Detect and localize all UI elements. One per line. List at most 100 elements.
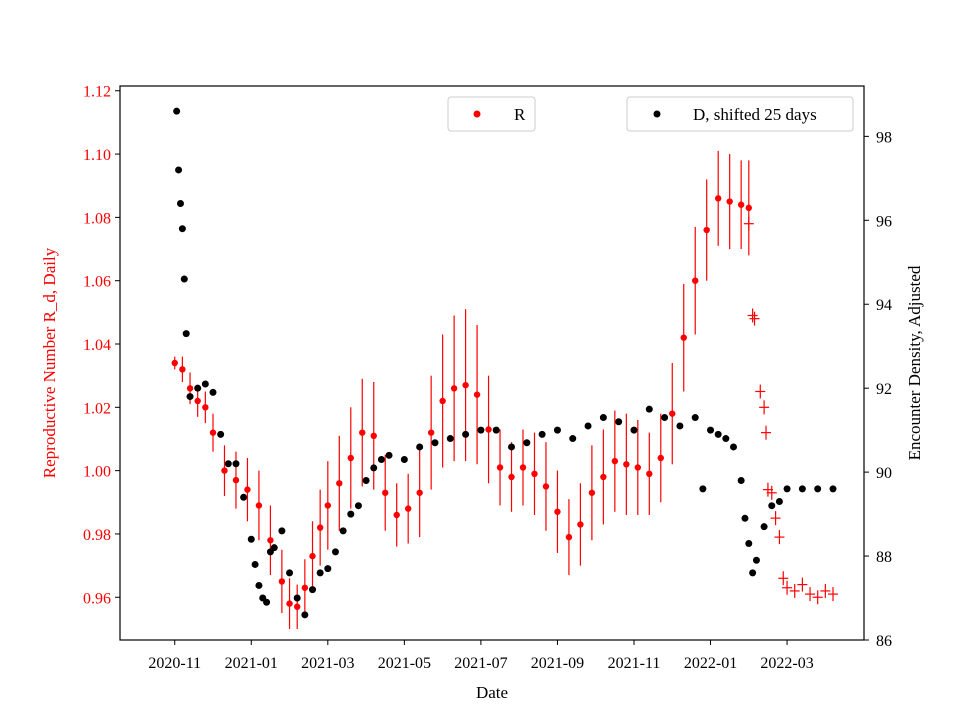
r-point <box>714 195 722 202</box>
d-point <box>584 422 592 430</box>
r-tail-point <box>828 587 838 602</box>
r-tail-point <box>770 511 781 526</box>
y-left-tick-label: 0.96 <box>83 590 111 607</box>
r-tail-point <box>782 580 793 595</box>
r-tail-point <box>759 400 770 415</box>
y-left-tick-label: 1.08 <box>83 210 111 227</box>
r-point <box>232 476 240 484</box>
y-right-tick-label: 92 <box>876 381 892 398</box>
d-point <box>775 498 783 505</box>
r-point <box>554 508 561 515</box>
r-point <box>542 483 550 490</box>
r-point <box>404 505 412 512</box>
x-tick-label: 2021-01 <box>225 655 278 672</box>
r-point <box>680 334 687 341</box>
r-point <box>301 584 309 591</box>
x-tick-label: 2021-03 <box>301 655 354 672</box>
x-tick-label: 2021-09 <box>531 655 584 672</box>
d-point <box>370 464 378 472</box>
legend-r: R <box>447 96 536 132</box>
r-point <box>278 578 286 585</box>
r-point <box>171 359 178 367</box>
r-tail-point <box>774 530 785 545</box>
x-tick-label: 2021-11 <box>608 655 661 672</box>
d-point <box>247 535 255 543</box>
plot-frame <box>119 85 865 641</box>
d-point <box>737 477 745 485</box>
y-right-tick-label: 98 <box>876 129 892 146</box>
r-tail-point <box>820 583 831 598</box>
r-point <box>737 201 745 208</box>
r-point <box>692 277 699 284</box>
d-point <box>538 430 546 438</box>
r-point <box>646 470 653 477</box>
r-point <box>485 426 492 433</box>
r-point <box>286 600 293 607</box>
legend-d-box <box>626 96 854 132</box>
r-point <box>519 464 527 471</box>
legend-d-marker <box>653 110 661 118</box>
d-point <box>331 548 339 556</box>
r-point <box>244 486 251 493</box>
r-point <box>611 457 619 465</box>
r-point <box>669 410 676 417</box>
r-point <box>209 429 217 436</box>
d-point <box>768 502 776 510</box>
r-point <box>577 521 584 528</box>
r-point <box>186 385 194 392</box>
r-point <box>179 366 186 373</box>
r-point <box>588 489 596 496</box>
d-point <box>385 451 393 459</box>
r-point <box>462 381 469 389</box>
y-axis-right: 86 88 90 92 94 96 98 <box>864 129 892 650</box>
r-point <box>416 489 423 496</box>
legend-d: D, shifted 25 days <box>626 96 854 132</box>
d-point <box>477 426 485 434</box>
x-axis: 2020-11 2021-01 2021-03 2021-05 2021-07 2021-… <box>148 640 814 672</box>
y-right-tick-label: 88 <box>876 549 892 566</box>
x-tick-label: 2021-07 <box>454 655 507 672</box>
d-point <box>462 430 470 438</box>
d-point <box>354 502 362 510</box>
d-point <box>286 569 294 577</box>
d-point <box>446 435 454 443</box>
d-point <box>569 435 577 443</box>
r-point <box>324 502 332 509</box>
r-tail-point <box>747 308 758 323</box>
y-left-axis-label: Reproductive Number R_d, Daily <box>40 247 59 478</box>
y-right-tick-label: 96 <box>876 213 892 230</box>
legend-d-label: D, shifted 25 days <box>693 105 817 124</box>
x-axis-label: Date <box>476 683 508 702</box>
y-left-tick-label: 1.10 <box>83 147 111 164</box>
d-point <box>194 384 202 392</box>
d-point <box>178 225 186 233</box>
d-point <box>645 405 653 413</box>
d-point <box>176 200 184 208</box>
d-point <box>798 485 806 493</box>
d-point <box>324 565 332 573</box>
d-point <box>270 544 278 552</box>
d-point <box>362 477 370 485</box>
d-point <box>752 556 760 564</box>
r-point <box>450 385 458 392</box>
r-point <box>565 533 573 541</box>
d-point <box>309 586 317 594</box>
d-point <box>232 460 240 468</box>
d-point <box>615 418 623 426</box>
r-tail-point <box>755 384 766 399</box>
d-point <box>255 581 263 589</box>
y-left-tick-label: 0.98 <box>83 527 111 544</box>
d-point <box>301 611 309 619</box>
r-tail-point <box>805 587 816 602</box>
d-point <box>783 485 791 493</box>
d-point <box>201 380 209 388</box>
d-point <box>722 435 730 443</box>
d-point <box>760 523 768 531</box>
d-point <box>186 393 194 401</box>
x-tick-label: 2022-01 <box>684 655 737 672</box>
d-point <box>699 485 707 493</box>
d-point <box>347 510 355 518</box>
d-point <box>431 439 439 447</box>
